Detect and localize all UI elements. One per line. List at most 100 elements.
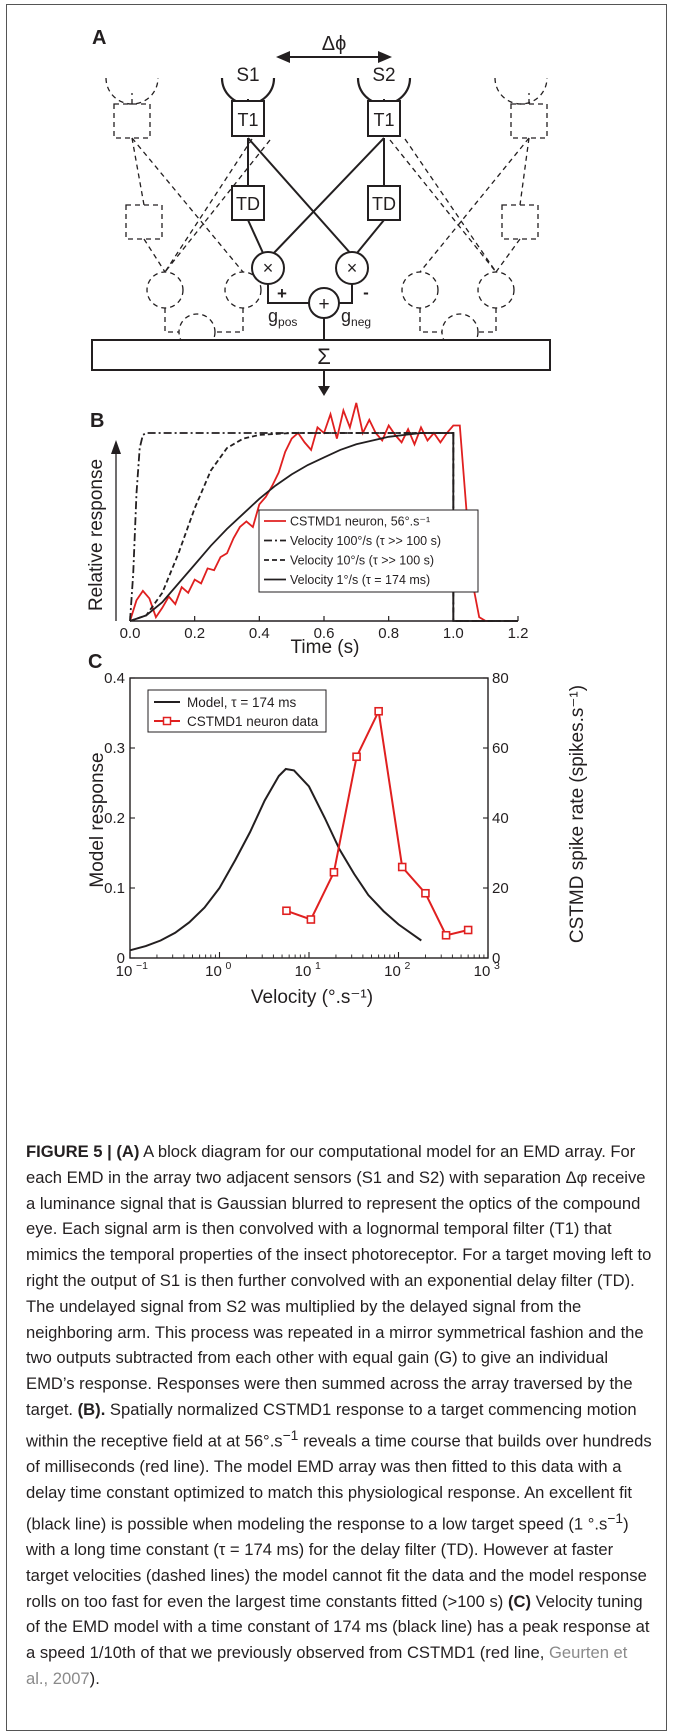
panel-c-x-tick-exponent: −1 xyxy=(136,960,148,972)
panel-c-y-tick-label: 0.4 xyxy=(104,670,125,687)
caption-panel-c-label: (C) xyxy=(507,1591,531,1611)
panel-c-y2-tick-label: 80 xyxy=(492,670,509,687)
caption-text-b3: ) with a long time constant (τ = 174 ms)… xyxy=(26,1514,647,1611)
panel-c-x-tick-exponent: 0 xyxy=(226,960,232,972)
panel-c-y-tick-label: 0.3 xyxy=(104,740,125,757)
panel-b-series-line-0 xyxy=(129,402,493,622)
filter-td-right xyxy=(367,185,401,221)
panel-c-y2-tick-label: 20 xyxy=(492,880,509,897)
sum-node xyxy=(308,287,340,319)
multiplier-left xyxy=(251,251,285,285)
output-arrow xyxy=(318,370,330,396)
panel-c-legend-label: Model, τ = 174 ms xyxy=(187,695,297,710)
panel-c-neuron-line xyxy=(286,707,469,937)
caption-superscript-1: −1 xyxy=(282,1426,299,1443)
caption-text-b2: reveals a time course that builds over h… xyxy=(26,1431,652,1534)
panel-c-y2-tick-label: 40 xyxy=(492,810,509,827)
caption-panel-b-label: (B). xyxy=(77,1399,106,1419)
caption-superscript-2: −1 xyxy=(607,1509,624,1526)
panel-c-neuron-marker xyxy=(329,867,339,877)
panel-b-y-axis-label: Relative response xyxy=(86,459,107,611)
panel-c-neuron-marker xyxy=(282,906,291,916)
panel-c-legend-label: CSTMD1 neuron data xyxy=(187,714,319,729)
panel-b-x-tick-label: 0.4 xyxy=(249,625,270,642)
panel-b-series-line-1 xyxy=(129,432,518,622)
panel-c-neuron-marker xyxy=(441,930,451,940)
delta-phi-arrow xyxy=(276,51,392,63)
panel-c-neuron-marker xyxy=(397,862,407,872)
panel-c-y-tick-label: 0.1 xyxy=(104,880,125,897)
panel-c-x-tick-label: 10 xyxy=(205,963,222,980)
caption-figure-label: FIGURE 5 | xyxy=(26,1142,117,1161)
caption-text-a: A block diagram for our computational mo… xyxy=(26,1142,652,1419)
plus-sign: + xyxy=(277,284,287,303)
g-neg-label: gneg xyxy=(341,306,371,329)
panel-c-neuron-marker xyxy=(374,706,383,716)
panel-b-legend-label: Velocity 100°/s (τ >> 100 s) xyxy=(290,534,441,548)
panel-c-x-tick-label: 10 xyxy=(384,963,401,980)
panel-b-series-line-3 xyxy=(129,432,518,622)
panel-b-series-line-2 xyxy=(129,432,518,622)
panel-b-x-tick-label: 0.0 xyxy=(120,625,141,642)
td-left-label: TD xyxy=(236,194,260,214)
panel-b-x-tick-label: 0.2 xyxy=(184,625,205,642)
panel-c-neuron-marker xyxy=(463,925,473,935)
panel-b-x-tick-label: 0.8 xyxy=(378,625,399,642)
panel-c-neuron-marker xyxy=(352,752,361,762)
panel-c-x-tick-exponent: 3 xyxy=(494,960,500,972)
panel-b-label: B xyxy=(90,410,104,432)
panel-b-legend-box xyxy=(258,509,479,593)
sigma-symbol: Σ xyxy=(317,344,331,369)
caption-text-c: Velocity tuning of the EMD model with a … xyxy=(26,1591,650,1663)
panel-a-label: A xyxy=(92,27,106,49)
td-right-label: TD xyxy=(372,194,396,214)
caption-citation-link[interactable]: Geurten et al., 2007 xyxy=(26,1643,628,1688)
caption-text-end: ). xyxy=(89,1669,100,1688)
summation-bar xyxy=(91,339,551,371)
s2-label: S2 xyxy=(372,65,395,86)
t1-left-label: T1 xyxy=(237,110,258,130)
filter-t1-left xyxy=(231,100,265,137)
panel-c-y2-tick-label: 0 xyxy=(492,950,500,967)
g-pos-label: gpos xyxy=(268,306,297,329)
panel-c-x-tick-exponent: 2 xyxy=(405,960,411,972)
panel-c-y-tick-label: 0.2 xyxy=(104,810,125,827)
panel-b-legend-label: Velocity 1°/s (τ = 174 ms) xyxy=(290,573,430,587)
minus-sign: - xyxy=(363,283,369,302)
figure-frame xyxy=(6,4,667,1731)
panel-c-neuron-marker xyxy=(421,888,430,898)
panel-b-legend-label: Velocity 10°/s (τ >> 100 s) xyxy=(290,554,434,568)
panel-c-y2-axis-label: CSTMD spike rate (spikes.s⁻¹) xyxy=(567,685,588,943)
filter-td-left xyxy=(231,185,265,221)
caption-text-b1: Spatially normalized CSTMD1 response to … xyxy=(26,1399,637,1451)
multiplier-right-symbol: × xyxy=(347,258,358,278)
panel-c-legend: Model, τ = 174 ms CSTMD1 neuron data xyxy=(147,689,327,733)
panel-c-legend-marker xyxy=(162,716,172,726)
multiplier-right xyxy=(335,251,369,285)
neighbor-emd-dashed xyxy=(105,77,548,369)
panel-b-legend: CSTMD1 neuron, 56°.s⁻¹ Velocity 100°/s (τ… xyxy=(258,509,479,593)
caption-panel-a-label: (A) xyxy=(116,1142,140,1161)
panel-c-neuron-marker xyxy=(306,915,316,924)
panel-b-chart: B 0.0 0.2 0.4 0.6 0.8 1.0 1.2 Relative respons… xyxy=(86,402,529,658)
panel-c-x-tick-label: 10 xyxy=(116,963,133,980)
emd-wiring xyxy=(247,99,385,340)
panel-b-legend-label: CSTMD1 neuron, 56°.s⁻¹ xyxy=(290,515,430,529)
panel-c-series xyxy=(129,706,473,952)
panel-c-label: C xyxy=(88,651,102,673)
panel-b-x-tick-label: 1.0 xyxy=(443,625,464,642)
panel-c-x-tick-exponent: 1 xyxy=(315,960,321,972)
panel-c-x-tick-label: 10 xyxy=(295,963,312,980)
panel-a-diagram: A Δϕ xyxy=(91,27,551,396)
delta-phi-label: Δϕ xyxy=(322,33,347,55)
panel-c-y2-tick-label: 60 xyxy=(492,740,509,757)
panel-b-x-tick-label: 1.2 xyxy=(508,625,529,642)
panel-b-series xyxy=(129,402,518,622)
s1-label: S1 xyxy=(236,65,259,86)
panel-c-y-tick-label: 0 xyxy=(117,950,125,967)
multiplier-left-symbol: × xyxy=(263,258,274,278)
t1-right-label: T1 xyxy=(373,110,394,130)
panel-c-x-axis-label: Velocity (°.s⁻¹) xyxy=(251,987,373,1008)
